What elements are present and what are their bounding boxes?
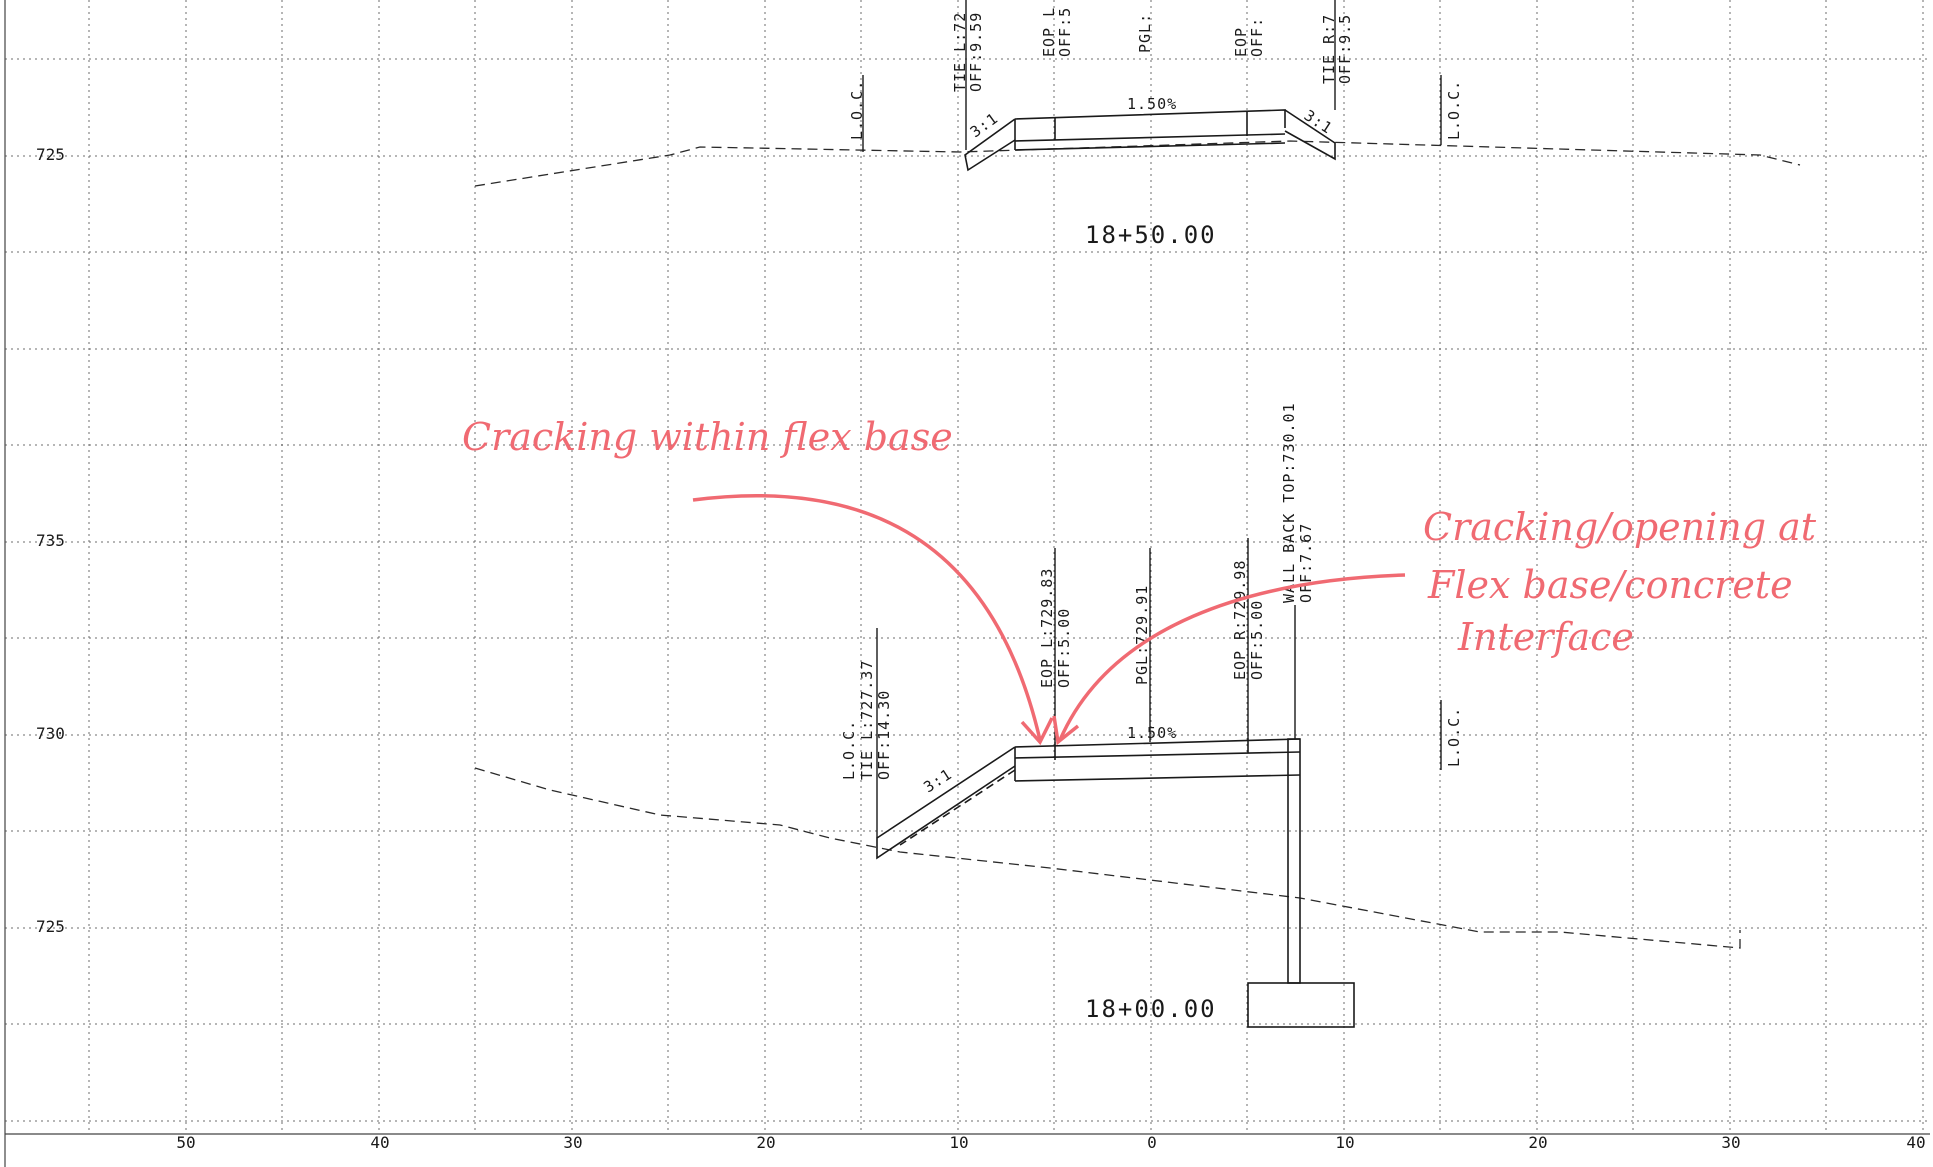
x-tick-label: 20 <box>756 1133 775 1152</box>
lower-existing-ground <box>474 767 1741 949</box>
arrow-flex-base-head <box>1020 717 1054 746</box>
upper-eop-left-label: EOP L <box>1040 7 1058 57</box>
x-tick-label: 30 <box>563 1133 582 1152</box>
lower-pgl-label: PGL:729.91 <box>1133 585 1151 685</box>
upper-left-side-slope-label: 3:1 <box>967 109 1002 141</box>
annotation-cracking-opening-line1: Cracking/opening at <box>1423 505 1817 549</box>
upper-cross-section: L.O.C. TIE L:72 OFF:9.59 EOP L OFF:5 PGL… <box>474 0 1801 249</box>
upper-existing-ground <box>474 140 1801 187</box>
retaining-wall-footing <box>1247 982 1355 1028</box>
lower-tie-left-label: TIE L:727.37 <box>858 660 876 780</box>
markup-annotations: Cracking within flex base Cracking/openi… <box>462 415 1817 746</box>
lower-left-slope <box>876 746 1016 860</box>
x-tick-label: 0 <box>1147 1133 1157 1152</box>
annotation-cracking-opening-line3: Interface <box>1457 615 1634 659</box>
lower-cross-section: L.O.C. TIE L:727.37 OFF:14.30 EOP L:729.… <box>474 402 1741 1028</box>
annotation-cracking-opening-line2: Flex base/concrete <box>1427 563 1793 607</box>
elev-label-735: 735 <box>36 531 65 550</box>
upper-eop-left-off-label: OFF:5 <box>1056 7 1074 57</box>
upper-subgrade <box>1014 142 1286 151</box>
upper-pavement-bottom <box>1014 133 1286 142</box>
upper-loc-right-label: L.O.C. <box>1445 80 1463 140</box>
elev-label-730: 730 <box>36 724 65 743</box>
lower-left-slope-dashed <box>899 769 1016 846</box>
lower-station-label: 18+00.00 <box>1085 995 1217 1023</box>
lower-loc-left-label: L.O.C. <box>840 720 858 780</box>
lower-tie-left-off-label: OFF:14.30 <box>875 690 893 780</box>
x-tick-label: 40 <box>1906 1133 1925 1152</box>
upper-loc-left-label: L.O.C. <box>848 80 866 140</box>
upper-station-label: 18+50.00 <box>1085 221 1217 249</box>
upper-left-slope <box>964 118 1016 172</box>
annotation-cracking-within-flex-base: Cracking within flex base <box>462 415 953 459</box>
upper-tie-right-off-label: OFF:9.5 <box>1336 14 1354 84</box>
x-tick-label: 10 <box>1335 1133 1354 1152</box>
elev-label-725-upper: 725 <box>36 145 65 164</box>
upper-slope-label: 1.50% <box>1127 95 1177 113</box>
lower-eop-right-label: EOP R:729.98 <box>1231 560 1249 680</box>
x-tick-label: 10 <box>949 1133 968 1152</box>
x-axis-labels: 50 40 30 20 10 0 10 20 30 40 <box>176 1133 1925 1152</box>
x-tick-label: 30 <box>1721 1133 1740 1152</box>
upper-pgl-label: PGL: <box>1136 13 1154 53</box>
lower-pavement-top <box>1014 738 1301 748</box>
lower-loc-right-label: L.O.C. <box>1445 707 1463 767</box>
x-tick-label: 20 <box>1528 1133 1547 1152</box>
lower-left-side-slope-label: 3:1 <box>920 765 955 796</box>
upper-tie-right-label: TIE R:7 <box>1320 14 1338 84</box>
arrow-interface <box>1058 573 1406 741</box>
lower-eop-left-label: EOP L:729.83 <box>1038 568 1056 688</box>
upper-right-side-slope-label: 3:1 <box>1301 106 1336 137</box>
arrow-flex-base <box>692 493 1042 741</box>
upper-tie-left-label: TIE L:72 <box>951 12 969 92</box>
upper-tie-left-off-label: OFF:9.59 <box>967 12 985 92</box>
upper-right-slope <box>1284 109 1336 161</box>
lower-eop-left-off-label: OFF:5.00 <box>1055 608 1073 688</box>
lower-pavement-base <box>1014 751 1301 759</box>
x-tick-label: 40 <box>370 1133 389 1152</box>
upper-eop-right-label: EOP <box>1232 27 1250 57</box>
lower-pavement-bottom <box>1014 774 1301 782</box>
wall-off-label: OFF:7.67 <box>1297 523 1315 603</box>
elev-label-725-lower: 725 <box>36 917 65 936</box>
wall-back-top-label: WALL BACK TOP:730.01 <box>1280 402 1298 603</box>
lower-eop-right-off-label: OFF:5.00 <box>1248 600 1266 680</box>
lower-slope-label: 1.50% <box>1127 724 1177 742</box>
upper-eop-right-off-label: OFF: <box>1248 17 1266 57</box>
x-tick-label: 50 <box>176 1133 195 1152</box>
arrow-interface-head <box>1052 715 1080 746</box>
